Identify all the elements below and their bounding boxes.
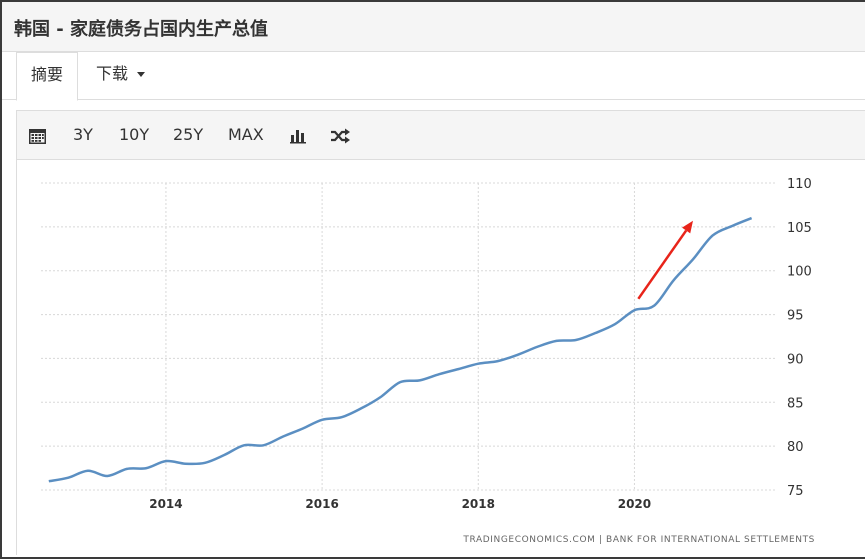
annotation-arrow-shaft bbox=[637, 229, 688, 300]
range-25y-button[interactable]: 25Y bbox=[173, 125, 204, 144]
y-tick-label: 95 bbox=[787, 309, 804, 324]
chart-area: 75 80 85 90 95 100 105 110 2014 2016 2018 2020 TRADI… bbox=[16, 160, 865, 555]
chart-toolbar: 3Y 10Y 25Y MAX bbox=[16, 110, 865, 160]
source-credit: TRADINGECONOMICS.COM | BANK FOR INTERNAT… bbox=[462, 535, 815, 545]
calendar-icon[interactable] bbox=[29, 111, 46, 159]
tab-summary[interactable]: 摘要 bbox=[16, 52, 79, 101]
y-tick-label: 80 bbox=[787, 440, 804, 455]
range-max-button[interactable]: MAX bbox=[228, 125, 264, 144]
y-tick-label: 105 bbox=[787, 221, 812, 236]
tab-bar: 摘要 下载 bbox=[2, 52, 865, 101]
y-tick-label: 75 bbox=[787, 484, 804, 499]
page-title: 韩国 - 家庭债务占国内生产总值 bbox=[14, 19, 269, 40]
x-tick-label: 2016 bbox=[305, 497, 338, 511]
x-tick-label: 2018 bbox=[462, 497, 495, 511]
y-tick-label: 110 bbox=[787, 177, 812, 192]
chevron-down-icon bbox=[137, 72, 146, 77]
series-line bbox=[48, 216, 753, 483]
x-tick-label: 2014 bbox=[149, 497, 182, 511]
tab-download-label: 下载 bbox=[96, 64, 129, 83]
widget-header: 韩国 - 家庭债务占国内生产总值 bbox=[2, 2, 865, 52]
shuffle-icon[interactable] bbox=[331, 111, 350, 159]
tab-download[interactable]: 下载 bbox=[82, 52, 159, 100]
bar-chart-icon[interactable] bbox=[290, 111, 306, 159]
y-tick-label: 100 bbox=[787, 265, 812, 280]
tab-summary-label: 摘要 bbox=[31, 65, 64, 84]
line-chart: 75 80 85 90 95 100 105 110 2014 2016 2018 2020 TRADI… bbox=[41, 177, 815, 545]
y-tick-label: 85 bbox=[787, 396, 804, 411]
range-10y-button[interactable]: 10Y bbox=[119, 125, 150, 144]
annotation-arrow-head bbox=[682, 220, 694, 234]
range-3y-button[interactable]: 3Y bbox=[73, 125, 93, 144]
x-tick-label: 2020 bbox=[618, 497, 651, 511]
y-tick-label: 90 bbox=[787, 352, 804, 367]
